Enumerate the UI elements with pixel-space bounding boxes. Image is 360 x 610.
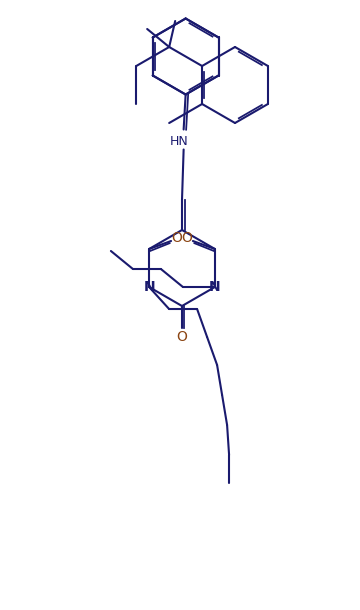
Text: O: O (176, 330, 188, 344)
Text: N: N (209, 280, 221, 294)
Text: N: N (143, 280, 155, 294)
Text: O: O (172, 231, 183, 245)
Text: HN: HN (169, 135, 188, 148)
Text: O: O (181, 231, 192, 245)
